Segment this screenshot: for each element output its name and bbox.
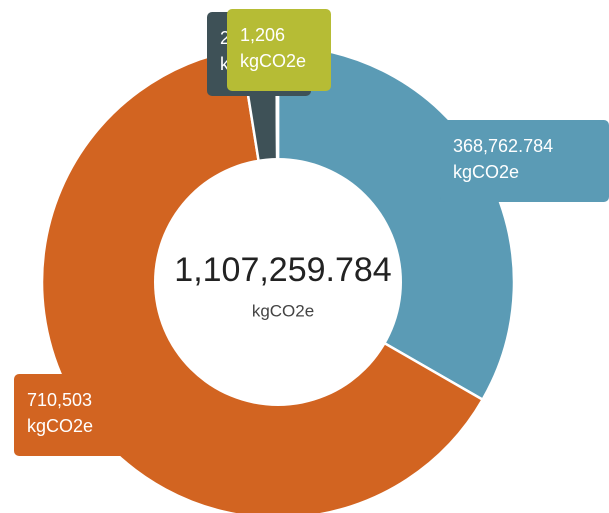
value-label-unit: kgCO2e	[240, 51, 306, 71]
value-label-unit: kgCO2e	[27, 416, 93, 436]
value-label-box	[227, 9, 331, 91]
value-label: 368,762.784	[453, 136, 553, 156]
total-unit: kgCO2e	[252, 301, 314, 320]
value-label-box	[440, 120, 609, 202]
value-label: 710,503	[27, 390, 92, 410]
labels: 368,762.784kgCO2e710,503kgCO2e26,788kgCO…	[14, 9, 609, 456]
value-label: 1,206	[240, 25, 285, 45]
total-value: 1,107,259.784	[174, 251, 391, 289]
donut-hole	[154, 158, 402, 406]
value-label-box	[14, 374, 126, 456]
value-label-unit: kgCO2e	[453, 162, 519, 182]
